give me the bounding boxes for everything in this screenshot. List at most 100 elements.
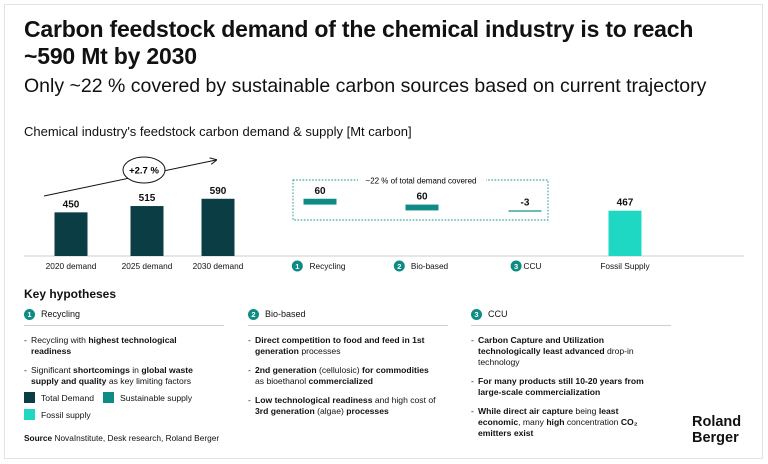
- hypothesis-number-badge: 1: [24, 308, 35, 320]
- bar-2020-demand: [54, 212, 88, 256]
- hypothesis-text-run: highest technological readiness: [31, 335, 177, 356]
- hypothesis-bullet: 2nd generation (cellulosic) for commodit…: [248, 365, 438, 387]
- slide-frame: [4, 4, 763, 459]
- hypothesis-text-run: and high cost of: [372, 395, 436, 405]
- hypothesis-text-run: drop-in technology: [478, 346, 634, 367]
- hypothesis-bullet: For many products still 10-20 years from…: [471, 376, 661, 398]
- hypothesis-number-badge: 3: [471, 308, 482, 320]
- hypothesis-text-run: Low technological readiness: [255, 395, 373, 405]
- key-hypotheses-title: Key hypotheses: [24, 287, 117, 301]
- category-number-badge-recycling: [291, 260, 303, 272]
- legend-label-total: Total Demand: [41, 392, 95, 403]
- hypothesis-column-bio-based: 2 Bio-based Direct competition to food and…: [248, 306, 448, 425]
- chart-title: Chemical industry's feedstock carbon dem…: [24, 124, 412, 139]
- hypothesis-text-run: being: [573, 406, 599, 416]
- category-number-ccu: 3: [514, 262, 518, 271]
- source-note: Source NovaInstitute, Desk research, Rol…: [24, 433, 219, 443]
- legend-item-fossil: Fossil supply: [24, 409, 91, 420]
- hypothesis-text-run: concentration: [564, 417, 621, 427]
- hypothesis-text-run: global waste supply and quality: [31, 365, 193, 386]
- hypothesis-text-run: for commodities: [361, 365, 429, 375]
- growth-bubble: [122, 156, 166, 184]
- hypothesis-heading-label: CCU: [488, 308, 508, 319]
- hypothesis-text-run: commercialized: [308, 376, 373, 386]
- hypothesis-heading: 1 Recycling: [24, 306, 224, 326]
- hypothesis-bullet: Low technological readiness and high cos…: [248, 395, 438, 417]
- page-title: Carbon feedstock demand of the chemical …: [24, 16, 694, 69]
- category-label-2025-demand: 2025 demand: [122, 261, 173, 271]
- value-label-ccu: -3: [521, 197, 530, 208]
- category-number-badge-bio-based: [393, 260, 405, 272]
- hypothesis-text-run: as key limiting factors: [106, 376, 191, 386]
- category-label-2030-demand: 2030 demand: [193, 261, 244, 271]
- value-label-recycling: 60: [314, 186, 326, 197]
- hypothesis-bullet: While direct air capture being least eco…: [471, 406, 661, 439]
- hypothesis-heading-label: Bio-based: [265, 308, 306, 319]
- category-label-recycling: Recycling: [310, 261, 346, 271]
- hypothesis-text-run: (cellulosic): [316, 365, 362, 375]
- hypothesis-bullet: Direct competition to food and feed in 1…: [248, 335, 438, 357]
- hypothesis-text-run: While direct air capture: [478, 406, 574, 416]
- roland-berger-logo: Roland Berger: [692, 414, 741, 446]
- bar-bio-based: [405, 204, 439, 211]
- hypothesis-column-recycling: 1 Recycling Recycling with highest technol…: [24, 306, 224, 395]
- legend-item-total: Total Demand: [24, 392, 94, 403]
- logo-line-1: Roland: [692, 414, 742, 430]
- growth-label: +2.7 %: [129, 166, 159, 177]
- hypothesis-text-run: processes: [298, 346, 341, 356]
- category-label-bio-based: Bio-based: [411, 261, 449, 271]
- value-label-2020-demand: 450: [63, 199, 80, 210]
- value-label-2030-demand: 590: [210, 186, 227, 197]
- hypothesis-text-run: CO₂ emitters exist: [478, 417, 638, 438]
- hypothesis-text-run: as bioethanol: [255, 376, 309, 386]
- hypothesis-heading: 2 Bio-based: [248, 306, 448, 326]
- value-label-2025-demand: 515: [139, 193, 156, 204]
- category-number-bio-based: 2: [397, 262, 401, 271]
- hypothesis-text-run: , many: [518, 417, 547, 427]
- hypothesis-bullet: Carbon Capture and Utilization technolog…: [471, 335, 661, 368]
- source-text: NovaInstitute, Desk research, Roland Ber…: [52, 433, 220, 443]
- hypothesis-text-run: Direct competition to food and feed in 1…: [255, 335, 425, 356]
- legend-label-fossil: Fossil supply: [41, 409, 91, 420]
- legend-swatch-fossil: [24, 409, 35, 420]
- value-label-fossil-supply: 467: [617, 198, 634, 209]
- legend-item-sustainable: Sustainable supply: [103, 392, 192, 403]
- category-label-2020-demand: 2020 demand: [46, 261, 97, 271]
- category-label-ccu: CCU: [524, 261, 542, 271]
- logo-line-2: Berger: [692, 430, 739, 446]
- category-number-recycling: 1: [295, 262, 299, 271]
- hypothesis-heading-label: Recycling: [41, 308, 81, 319]
- bar-recycling: [303, 198, 337, 205]
- legend-swatch-total: [24, 392, 35, 403]
- coverage-box: [292, 179, 549, 221]
- hypothesis-text-run: least economic: [478, 406, 619, 427]
- hypothesis-text-run: 2nd generation: [255, 365, 317, 375]
- hypothesis-text-run: high: [546, 417, 565, 427]
- bar-fossil-supply: [608, 210, 642, 256]
- coverage-label: ~22 % of total demand covered: [366, 177, 477, 186]
- hypothesis-text-run: shortcomings: [73, 365, 130, 375]
- hypothesis-column-ccu: 3 CCU Carbon Capture and Utilization techn…: [471, 306, 671, 447]
- legend-label-sustainable: Sustainable supply: [120, 392, 193, 403]
- hypothesis-text-run: 3rd generation: [255, 406, 315, 416]
- source-label: Source: [24, 433, 53, 443]
- hypothesis-text-run: Significant: [31, 365, 74, 375]
- hypothesis-text-run: processes: [346, 406, 389, 416]
- hypothesis-bullet: Recycling with highest technological rea…: [24, 335, 214, 357]
- hypothesis-text-run: (algae): [314, 406, 347, 416]
- feedstock-chart: 450 2020 demand 515 2025 demand 590 2030 dema…: [24, 156, 744, 272]
- hypothesis-text-run: in: [129, 365, 142, 375]
- legend-swatch-sustainable: [103, 392, 114, 403]
- category-label-fossil-supply: Fossil Supply: [600, 261, 650, 271]
- hypothesis-heading: 3 CCU: [471, 306, 671, 326]
- page-subtitle: Only ~22 % covered by sustainable carbon…: [24, 75, 707, 97]
- bar-2030-demand: [201, 198, 235, 256]
- hypothesis-text-run: Recycling with: [31, 335, 89, 345]
- hypothesis-number-badge: 2: [248, 308, 259, 320]
- bar-2025-demand: [130, 206, 164, 256]
- coverage-label-bg: [358, 174, 486, 186]
- hypothesis-text-run: Carbon Capture and Utilization technolog…: [478, 335, 605, 356]
- category-number-badge-ccu: [510, 260, 522, 272]
- value-label-bio-based: 60: [416, 192, 428, 203]
- bar-ccu: [508, 210, 542, 212]
